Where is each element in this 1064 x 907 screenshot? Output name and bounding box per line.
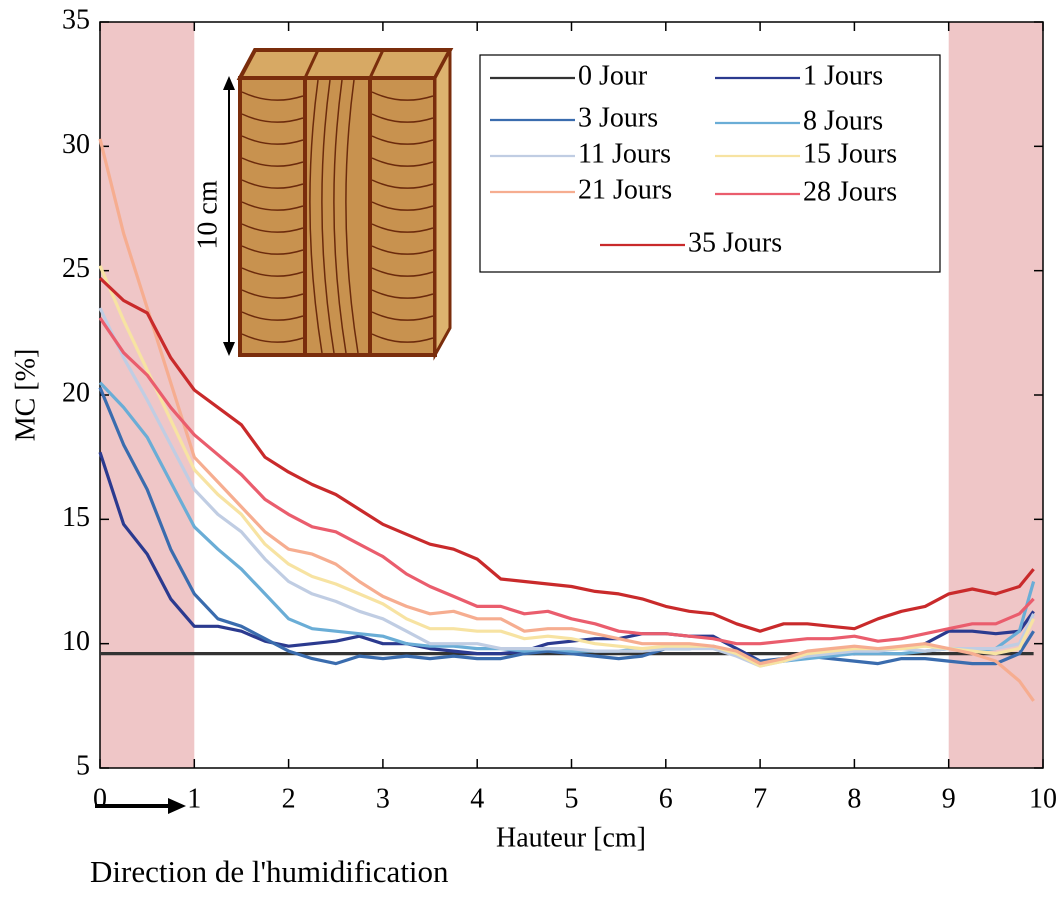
x-tick-label: 0 (93, 783, 107, 814)
grain-line (371, 333, 434, 343)
grain-line (241, 223, 304, 233)
series-line (98, 276, 1035, 633)
x-axis-label: Hauteur [cm] (496, 822, 646, 853)
y-tick-label: 35 (62, 4, 90, 35)
x-tick-label: 3 (376, 783, 390, 814)
x-tick-label: 6 (659, 783, 673, 814)
legend-label: 35 Jours (688, 227, 782, 258)
grain-line (371, 113, 434, 123)
wood-joint (368, 49, 385, 79)
series-line (98, 138, 1035, 702)
grain-line (241, 179, 304, 189)
grain-line (309, 79, 323, 354)
series-line (98, 317, 1035, 646)
series-line (98, 386, 1035, 666)
grain-line (241, 245, 304, 255)
legend-label: 3 Jours (578, 102, 658, 133)
grain-line (321, 79, 335, 354)
grain-line (241, 311, 304, 321)
inset-label: 10 cm (192, 180, 223, 249)
y-axis-label: MC [%] (10, 349, 41, 442)
grain-line (241, 113, 304, 123)
legend-label: 8 Jours (803, 105, 883, 136)
x-tick-label: 8 (847, 783, 861, 814)
grain-line (371, 289, 434, 299)
x-tick-label: 2 (282, 783, 296, 814)
wood-side (433, 49, 452, 361)
y-tick-label: 15 (62, 502, 90, 533)
legend-label: 15 Jours (803, 138, 897, 169)
grain-line (241, 135, 304, 145)
grain-line (241, 267, 304, 277)
legend-label: 0 Jour (578, 60, 648, 91)
x-tick-label: 10 (1029, 783, 1057, 814)
grain-line (371, 179, 434, 189)
legend-label: 21 Jours (578, 174, 672, 205)
wood-joint (303, 49, 320, 79)
x-tick-label: 4 (470, 783, 484, 814)
grain-line (371, 267, 434, 277)
plot-area: 0 1 2 3 4 5 6 7 8 9 10 5 10 15 20 25 30 35 (62, 4, 1057, 814)
grain-line (241, 157, 304, 167)
annotation: Direction de l'humidification (90, 854, 449, 889)
arrow-head (223, 76, 235, 90)
shaded-region (948, 22, 1043, 768)
y-tick-label: 10 (62, 626, 90, 657)
shaded-region (100, 22, 195, 768)
grain-line (241, 289, 304, 299)
legend-label: 28 Jours (803, 176, 897, 207)
grain-line (371, 223, 434, 233)
grain-line (371, 311, 434, 321)
grain-line (371, 201, 434, 211)
legend-label: 1 Jours (803, 60, 883, 91)
legend-box (479, 54, 941, 273)
legend-label: 11 Jours (578, 138, 671, 169)
x-tick-label: 5 (565, 783, 579, 814)
grain-line (371, 91, 434, 101)
series-line (98, 381, 1036, 666)
x-tick-label: 1 (187, 783, 201, 814)
grain-line (241, 91, 304, 101)
legend: 0 Jour 1 Jours 3 Jours 8 Jours 11 Jours 15 Jo… (479, 54, 941, 273)
wood-grain (241, 79, 434, 354)
arrow-head (168, 798, 186, 814)
arrow-head (223, 342, 235, 356)
grain-line (333, 79, 347, 354)
series-line (98, 307, 1036, 668)
y-tick-label: 30 (62, 129, 90, 160)
wood-top (236, 48, 454, 80)
x-tick-label: 9 (942, 783, 956, 814)
inset-wood: 10 cm (192, 48, 454, 361)
y-tick-label: 5 (76, 750, 90, 781)
y-tick-label: 25 (62, 253, 90, 284)
x-tick-label: 7 (753, 783, 767, 814)
grain-line (371, 157, 434, 167)
grain-line (241, 201, 304, 211)
grain-line (371, 245, 434, 255)
y-tick-label: 20 (62, 377, 90, 408)
grain-line (345, 79, 359, 354)
grain-line (371, 135, 434, 145)
grain-line (241, 333, 304, 343)
